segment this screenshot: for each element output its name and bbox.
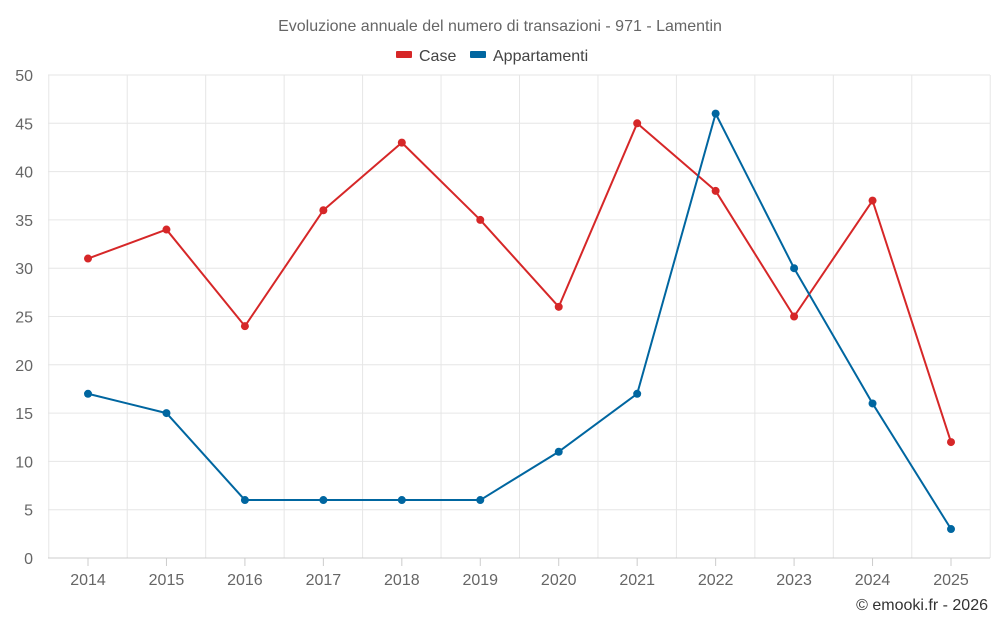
- data-point-case[interactable]: [476, 215, 485, 224]
- x-tick-label: 2023: [776, 572, 812, 589]
- legend-label-appartamenti: Appartamenti: [493, 48, 588, 65]
- x-tick-label: 2018: [384, 572, 420, 589]
- y-tick-label: 20: [15, 358, 33, 375]
- data-point-appartamenti[interactable]: [554, 447, 563, 456]
- data-point-appartamenti[interactable]: [476, 496, 485, 505]
- y-tick-label: 50: [15, 68, 33, 85]
- x-tick-label: 2019: [462, 572, 498, 589]
- data-point-case[interactable]: [633, 119, 642, 128]
- y-tick-label: 30: [15, 261, 33, 278]
- x-tick-label: 2017: [306, 572, 342, 589]
- y-tick-label: 0: [24, 551, 33, 568]
- data-point-case[interactable]: [397, 138, 406, 147]
- data-point-appartamenti[interactable]: [397, 496, 406, 505]
- data-point-appartamenti[interactable]: [162, 409, 171, 418]
- y-tick-label: 35: [15, 213, 33, 230]
- data-point-appartamenti[interactable]: [633, 389, 642, 398]
- y-tick-label: 25: [15, 310, 33, 327]
- data-point-case[interactable]: [947, 438, 955, 447]
- data-point-case[interactable]: [319, 206, 328, 215]
- data-point-appartamenti[interactable]: [947, 525, 955, 534]
- y-tick-label: 5: [24, 503, 33, 520]
- legend-swatch-case: [396, 51, 412, 58]
- x-tick-label: 2025: [933, 572, 969, 589]
- data-point-appartamenti[interactable]: [790, 264, 799, 273]
- data-point-case[interactable]: [711, 186, 720, 195]
- chart-title: Evoluzione annuale del numero di transaz…: [278, 18, 722, 35]
- legend: Case Appartamenti: [396, 48, 588, 65]
- x-tick-label: 2020: [541, 572, 577, 589]
- grid: [48, 74, 991, 558]
- y-tick-label: 10: [15, 454, 33, 471]
- y-tick-label: 45: [15, 116, 33, 133]
- data-point-case[interactable]: [162, 225, 171, 234]
- legend-swatch-appartamenti: [470, 51, 486, 58]
- legend-item-appartamenti[interactable]: Appartamenti: [470, 48, 588, 65]
- data-point-appartamenti[interactable]: [240, 496, 249, 505]
- y-tick-label: 15: [15, 406, 33, 423]
- data-point-case[interactable]: [554, 302, 563, 311]
- x-tick-label: 2024: [855, 572, 891, 589]
- x-tick-label: 2015: [149, 572, 185, 589]
- x-tick-label: 2022: [698, 572, 734, 589]
- x-tick-label: 2021: [619, 572, 655, 589]
- data-point-case[interactable]: [240, 322, 249, 331]
- series: [84, 109, 955, 534]
- data-point-appartamenti[interactable]: [319, 496, 328, 505]
- data-point-case[interactable]: [790, 312, 799, 321]
- legend-label-case: Case: [419, 48, 456, 65]
- x-tick-label: 2016: [227, 572, 263, 589]
- credit-text: © emooki.fr - 2026: [856, 597, 988, 614]
- series-line-appartamenti[interactable]: [87, 112, 952, 530]
- y-tick-label: 40: [15, 165, 33, 182]
- data-point-appartamenti[interactable]: [868, 399, 877, 408]
- data-point-case[interactable]: [84, 254, 92, 263]
- legend-item-case[interactable]: Case: [396, 48, 456, 65]
- data-point-case[interactable]: [868, 196, 877, 205]
- series-line-case[interactable]: [87, 122, 952, 443]
- data-point-appartamenti[interactable]: [84, 389, 92, 398]
- x-tick-label: 2014: [70, 572, 106, 589]
- data-point-appartamenti[interactable]: [711, 109, 720, 118]
